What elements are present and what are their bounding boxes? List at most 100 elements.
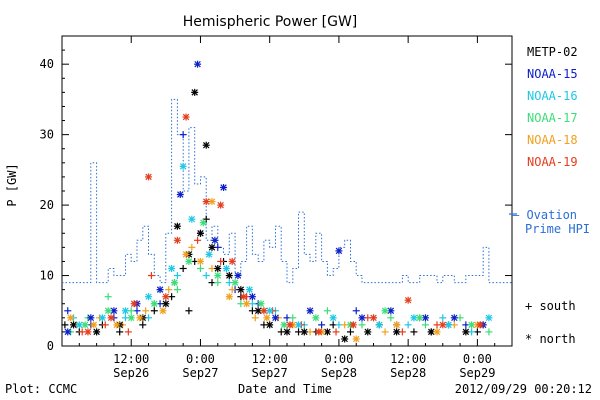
south-marker bbox=[381, 328, 389, 336]
north-marker bbox=[445, 321, 453, 329]
north-marker bbox=[358, 314, 366, 322]
north-marker bbox=[130, 300, 138, 308]
north-marker bbox=[202, 198, 210, 206]
south-marker bbox=[165, 286, 173, 294]
north-marker bbox=[104, 307, 112, 315]
chart-title: Hemispheric Power [GW] bbox=[183, 14, 358, 30]
x-tick-time: 0:00 bbox=[324, 352, 353, 366]
north-marker bbox=[136, 314, 144, 322]
south-marker bbox=[202, 215, 210, 223]
north-marker bbox=[87, 314, 95, 322]
hpi-legend-line1: — Ovation bbox=[512, 208, 577, 222]
north-marker bbox=[393, 321, 401, 329]
south-marker bbox=[318, 321, 326, 329]
north-marker bbox=[214, 272, 222, 280]
north-marker bbox=[231, 279, 239, 287]
north-marker bbox=[222, 265, 230, 272]
north-marker bbox=[217, 201, 225, 209]
south-marker bbox=[188, 243, 196, 251]
north-marker bbox=[173, 222, 181, 230]
north-marker bbox=[121, 307, 129, 315]
south-marker bbox=[196, 265, 204, 272]
north-marker bbox=[349, 321, 357, 329]
north-marker bbox=[220, 183, 228, 191]
y-axis: 0 10 20 30 40 bbox=[40, 49, 512, 353]
y-tick-label: 20 bbox=[40, 198, 54, 212]
north-marker bbox=[145, 293, 153, 301]
north-marker bbox=[271, 314, 279, 322]
plot-source-label: Plot: CCMC bbox=[5, 382, 77, 396]
north-marker bbox=[70, 321, 78, 329]
north-marker bbox=[485, 314, 493, 322]
south-marker bbox=[228, 286, 236, 294]
x-tick-date: Sep28 bbox=[390, 366, 426, 380]
north-marker bbox=[75, 321, 83, 329]
south-marker bbox=[179, 265, 187, 272]
hpi-series-line bbox=[62, 98, 512, 284]
north-marker bbox=[107, 314, 115, 322]
south-marker bbox=[439, 314, 447, 322]
south-marker bbox=[202, 272, 210, 280]
north-marker bbox=[329, 314, 337, 322]
north-marker bbox=[145, 173, 153, 181]
north-marker bbox=[202, 141, 210, 149]
x-tick-date: Sep28 bbox=[321, 366, 357, 380]
north-marker bbox=[286, 321, 294, 329]
north-marker bbox=[476, 321, 484, 329]
north-marker bbox=[266, 321, 274, 329]
north-marker bbox=[182, 113, 190, 121]
north-marker bbox=[248, 293, 256, 301]
south-marker bbox=[332, 328, 340, 336]
north-marker bbox=[364, 328, 372, 336]
north-marker bbox=[171, 279, 178, 287]
legend-entry: NOAA-18 bbox=[527, 133, 578, 147]
north-marker bbox=[162, 300, 170, 308]
north-marker bbox=[199, 219, 207, 227]
north-marker bbox=[194, 60, 202, 68]
north-marker bbox=[335, 247, 343, 255]
north-marker bbox=[156, 286, 164, 294]
north-marker bbox=[300, 328, 308, 336]
legend-entry: METP-02 bbox=[527, 45, 578, 59]
legend-entry: NOAA-17 bbox=[527, 111, 578, 125]
south-marker bbox=[173, 272, 181, 280]
north-marker bbox=[208, 198, 216, 206]
x-tick-time: 12:00 bbox=[252, 352, 288, 366]
north-marker bbox=[81, 321, 89, 329]
north-marker bbox=[191, 88, 199, 96]
y-tick-label: 0 bbox=[47, 339, 54, 353]
x-tick-time: 12:00 bbox=[113, 352, 149, 366]
x-axis: 12:00Sep260:00Sep2712:00Sep270:00Sep2812… bbox=[78, 36, 495, 380]
south-marker bbox=[147, 272, 155, 280]
north-marker bbox=[110, 307, 118, 315]
north-marker bbox=[416, 314, 424, 322]
plot-frame bbox=[61, 35, 513, 347]
north-marker bbox=[312, 314, 320, 322]
north-marker bbox=[84, 328, 92, 336]
north-marker bbox=[225, 272, 233, 280]
south-marker bbox=[410, 328, 418, 336]
north-marker bbox=[404, 296, 412, 304]
north-marker bbox=[462, 328, 470, 336]
x-tick-date: Sep27 bbox=[182, 366, 218, 380]
south-marker bbox=[421, 321, 429, 329]
north-marker bbox=[196, 257, 204, 265]
north-marker bbox=[205, 250, 213, 258]
satellite-legend: METP-02 NOAA-15 NOAA-16 NOAA-17 NOAA-18 NOAA-… bbox=[527, 45, 578, 169]
north-marker bbox=[243, 300, 251, 308]
north-marker bbox=[113, 321, 121, 329]
north-marker bbox=[150, 300, 158, 308]
south-marker bbox=[387, 314, 395, 322]
y-tick-label: 30 bbox=[40, 128, 54, 142]
north-marker bbox=[468, 321, 476, 329]
north-marker bbox=[234, 272, 242, 280]
x-tick-time: 0:00 bbox=[186, 352, 215, 366]
north-marker bbox=[214, 265, 222, 272]
x-tick-time: 12:00 bbox=[390, 352, 426, 366]
north-marker bbox=[246, 286, 253, 294]
north-marker bbox=[352, 335, 360, 343]
north-marker bbox=[315, 328, 323, 336]
legend-entry: NOAA-16 bbox=[527, 89, 578, 103]
